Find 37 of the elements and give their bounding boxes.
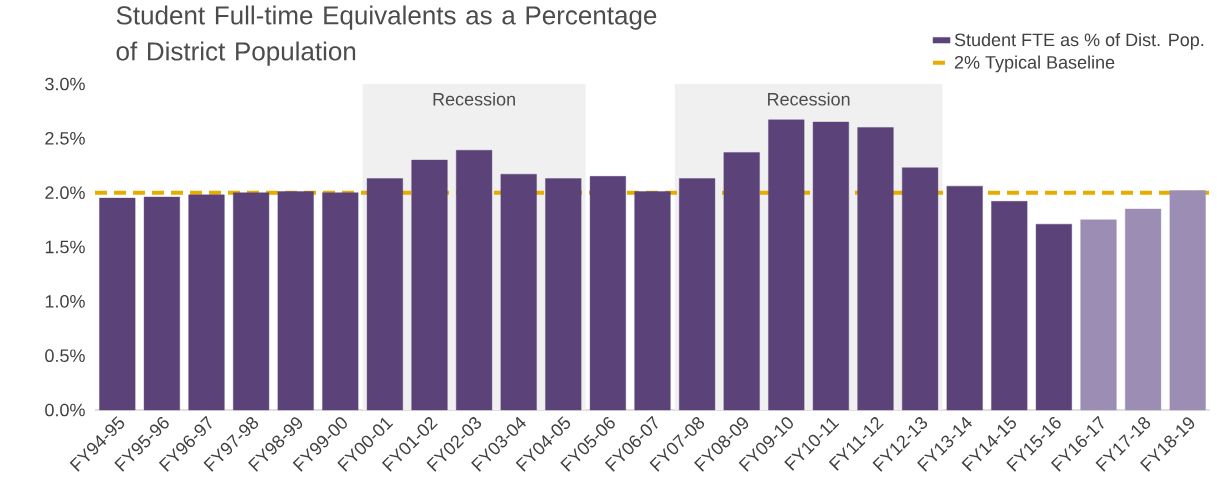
legend-label: Student FTE as % of Dist. Pop. [954, 32, 1204, 50]
chart-title: Student Full-time Equivalents as a Percentage of District Population [116, 5, 657, 66]
y-tick-label: 1.5% [45, 240, 85, 254]
bar [322, 192, 359, 411]
bar [1080, 219, 1117, 411]
bar [143, 196, 180, 411]
bar [1169, 190, 1206, 411]
band-label: Recession [433, 92, 515, 106]
y-tick-label: 2.0% [45, 186, 85, 200]
bar [500, 173, 537, 411]
y-tick-label: 0.5% [45, 349, 85, 363]
bar [812, 121, 849, 411]
bar [1125, 208, 1162, 411]
bar [991, 201, 1028, 411]
bar [456, 150, 493, 411]
bar [277, 191, 314, 411]
bar [545, 178, 582, 411]
bar [99, 197, 136, 411]
bar [768, 119, 805, 411]
bar [233, 192, 270, 411]
y-tick-label: 1.0% [45, 294, 85, 308]
bar [411, 159, 448, 411]
bar [188, 194, 225, 411]
bar [723, 152, 760, 411]
y-tick-label: 2.5% [45, 131, 85, 145]
bar [902, 167, 939, 411]
bar [589, 176, 626, 411]
bar [946, 185, 983, 411]
bar [634, 191, 671, 411]
legend-label: 2% Typical Baseline [954, 55, 1115, 73]
band-label: Recession [768, 92, 850, 106]
bar [857, 127, 894, 411]
bar [366, 178, 403, 411]
y-tick-label: 3.0% [45, 77, 85, 91]
y-tick-label: 0.0% [45, 403, 85, 417]
bar [1035, 223, 1072, 411]
bar [679, 178, 716, 411]
